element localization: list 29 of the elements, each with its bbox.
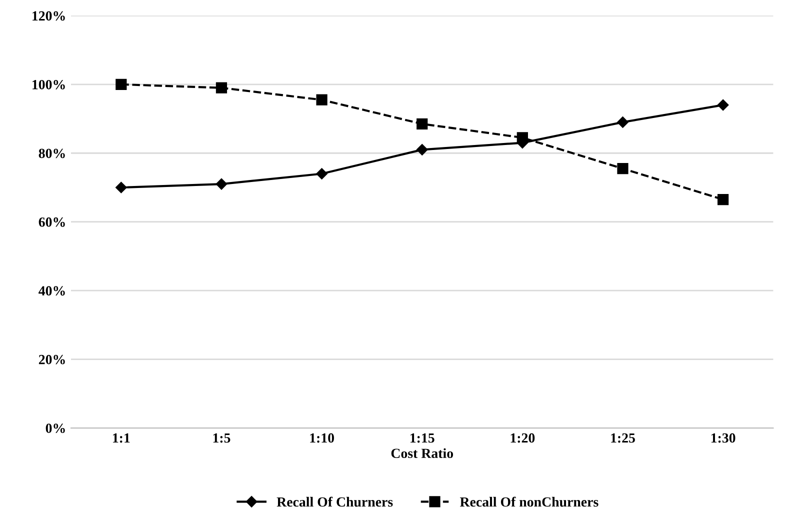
point: [416, 144, 428, 156]
y-tick-label: 0%: [46, 424, 65, 434]
x-tick-label: 1:15: [410, 433, 434, 443]
y-tick-label: 100%: [32, 80, 65, 90]
point: [717, 99, 729, 111]
x-tick-label: 1:10: [310, 433, 334, 443]
x-tick-label: 1:20: [510, 433, 535, 443]
x-tick-label: 1:1: [113, 433, 130, 443]
y-tick-label: 80%: [38, 148, 65, 158]
point: [116, 78, 127, 90]
x-tick-label: 1:5: [213, 433, 230, 443]
x-axis-title: Cost Ratio: [391, 448, 454, 458]
point: [316, 94, 328, 106]
y-tick-label: 60%: [38, 217, 65, 227]
point: [718, 194, 729, 206]
point: [416, 118, 428, 130]
x-tick-label: 1:25: [611, 433, 635, 443]
point: [216, 82, 228, 94]
legend-label: Recall Of Churners: [276, 496, 393, 507]
legend-label: Recall Of nonChurners: [460, 496, 598, 507]
x-tick-label: 1:30: [711, 433, 736, 443]
point: [316, 168, 328, 180]
point: [116, 182, 127, 194]
point: [617, 163, 628, 174]
y-tick-label: 120%: [32, 11, 65, 21]
point: [216, 178, 228, 190]
point: [617, 116, 628, 128]
y-tick-label: 20%: [38, 354, 65, 364]
y-tick-label: 40%: [38, 286, 65, 296]
